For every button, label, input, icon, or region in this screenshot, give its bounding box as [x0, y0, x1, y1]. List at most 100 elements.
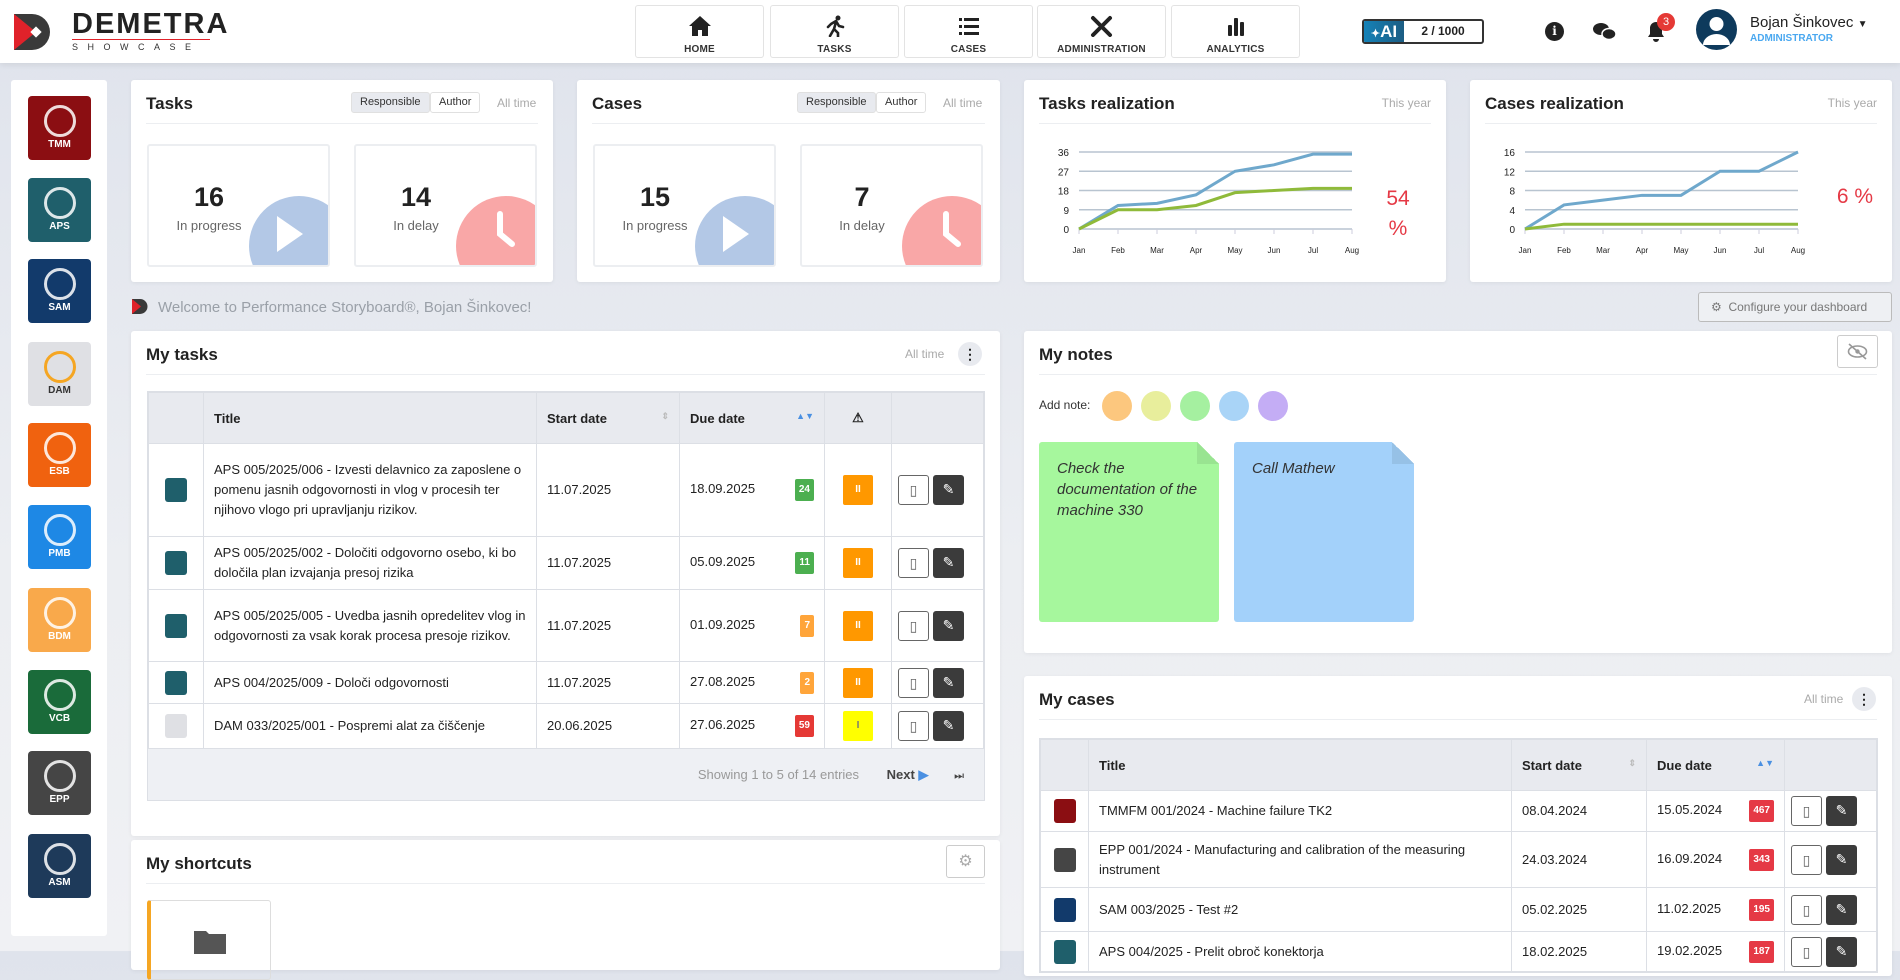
col-start-date[interactable]: Start date⇕	[537, 393, 680, 444]
app-epp[interactable]: EPP	[28, 751, 91, 815]
edit-icon[interactable]: ✎	[933, 711, 964, 741]
notification-badge: 3	[1657, 13, 1675, 31]
brand-sub: SHOWCASE	[72, 42, 201, 52]
clipboard-icon[interactable]: ▯	[898, 711, 929, 741]
filter-responsible[interactable]: Responsible	[797, 92, 876, 113]
next-page-button[interactable]: Next ▶	[887, 767, 929, 782]
due-date: 05.09.2025	[690, 554, 755, 569]
table-row[interactable]: APS 005/2025/005 - Uvedba jasnih opredel…	[149, 590, 984, 662]
add-note-color-0[interactable]	[1102, 391, 1132, 421]
col-label: Due date	[690, 411, 745, 426]
col-title[interactable]: Title	[204, 393, 537, 444]
edit-icon[interactable]: ✎	[933, 668, 964, 698]
nav-home[interactable]: HOME	[635, 5, 764, 58]
shortcut-tile[interactable]	[147, 900, 271, 980]
clipboard-icon[interactable]: ▯	[1791, 937, 1822, 967]
configure-label: Configure your dashboard	[1728, 300, 1867, 314]
shortcut-settings-gear-icon[interactable]: ⚙	[946, 845, 985, 878]
app-sam[interactable]: SAM	[28, 259, 91, 323]
add-note-color-4[interactable]	[1258, 391, 1288, 421]
task-title[interactable]: APS 005/2025/006 - Izvesti delavnico za …	[204, 444, 537, 537]
clipboard-icon[interactable]: ▯	[898, 668, 929, 698]
hide-notes-button[interactable]	[1837, 335, 1878, 368]
edit-icon[interactable]: ✎	[1826, 895, 1857, 925]
nav-tasks[interactable]: TASKS	[770, 5, 899, 58]
clipboard-icon[interactable]: ▯	[1791, 845, 1822, 875]
add-note-color-1[interactable]	[1141, 391, 1171, 421]
in-delay-label: In delay	[802, 218, 922, 233]
task-title[interactable]: APS 004/2025/009 - Določi odgovornosti	[204, 662, 537, 704]
app-vcb[interactable]: VCB	[28, 670, 91, 734]
warning-cell: I	[825, 704, 892, 749]
nav-administration[interactable]: ADMINISTRATION	[1037, 5, 1166, 58]
more-options-icon[interactable]: ⋮	[1852, 687, 1876, 711]
chat-icon[interactable]	[1592, 21, 1618, 43]
col-start-date[interactable]: Start date⇕	[1512, 740, 1647, 791]
more-options-icon[interactable]: ⋮	[958, 342, 982, 366]
app-bdm[interactable]: BDM	[28, 588, 91, 652]
last-page-icon[interactable]: ⏭	[954, 770, 964, 782]
aps-app-icon	[165, 551, 187, 575]
edit-icon[interactable]: ✎	[933, 475, 964, 505]
col-due-date[interactable]: Due date▲▼	[1647, 740, 1785, 791]
app-pmb[interactable]: PMB	[28, 505, 91, 569]
app-tmm[interactable]: TMM	[28, 96, 91, 160]
task-title[interactable]: DAM 033/2025/001 - Pospremi alat za čišč…	[204, 704, 537, 749]
case-title[interactable]: SAM 003/2025 - Test #2	[1089, 888, 1512, 932]
app-asm[interactable]: ASM	[28, 834, 91, 898]
col-warning[interactable]: ⚠	[825, 393, 892, 444]
clipboard-icon[interactable]: ▯	[898, 548, 929, 578]
clipboard-icon[interactable]: ▯	[898, 611, 929, 641]
edit-icon[interactable]: ✎	[1826, 937, 1857, 967]
my-tasks-table: Title Start date⇕ Due date▲▼ ⚠ APS 005/2…	[148, 392, 984, 749]
card-title: My shortcuts	[146, 854, 252, 874]
sticky-note[interactable]: Check the documentation of the machine 3…	[1039, 442, 1219, 622]
case-title[interactable]: TMMFM 001/2024 - Machine failure TK2	[1089, 791, 1512, 832]
table-row[interactable]: DAM 033/2025/001 - Pospremi alat za čišč…	[149, 704, 984, 749]
nav-cases[interactable]: CASES	[904, 5, 1033, 58]
add-note-color-2[interactable]	[1180, 391, 1210, 421]
sticky-note[interactable]: Call Mathew	[1234, 442, 1414, 622]
configure-dashboard-button[interactable]: ⚙ Configure your dashboard	[1698, 292, 1892, 322]
filter-responsible[interactable]: Responsible	[351, 92, 430, 113]
case-title[interactable]: EPP 001/2024 - Manufacturing and calibra…	[1089, 832, 1512, 888]
edit-icon[interactable]: ✎	[1826, 845, 1857, 875]
col-due-date[interactable]: Due date▲▼	[680, 393, 825, 444]
info-icon[interactable]: i	[1545, 22, 1564, 41]
case-title[interactable]: APS 004/2025 - Prelit obroč konektorja	[1089, 932, 1512, 972]
app-esb[interactable]: ESB	[28, 423, 91, 487]
edit-icon[interactable]: ✎	[1826, 796, 1857, 826]
edit-icon[interactable]: ✎	[933, 548, 964, 578]
due-date: 16.09.2024	[1657, 851, 1722, 866]
clipboard-icon[interactable]: ▯	[1791, 796, 1822, 826]
table-row[interactable]: APS 005/2025/006 - Izvesti delavnico za …	[149, 444, 984, 537]
filter-author[interactable]: Author	[876, 92, 926, 113]
app-aps[interactable]: APS	[28, 178, 91, 242]
filter-author[interactable]: Author	[430, 92, 480, 113]
avatar[interactable]	[1696, 9, 1737, 50]
task-title[interactable]: APS 005/2025/002 - Določiti odgovorno os…	[204, 537, 537, 590]
clipboard-icon[interactable]: ▯	[898, 475, 929, 505]
edit-icon[interactable]: ✎	[933, 611, 964, 641]
task-title[interactable]: APS 005/2025/005 - Uvedba jasnih opredel…	[204, 590, 537, 662]
table-row[interactable]: EPP 001/2024 - Manufacturing and calibra…	[1041, 832, 1877, 888]
demetra-logo-icon[interactable]	[12, 12, 52, 52]
add-note-label: Add note:	[1039, 398, 1090, 412]
app-dam[interactable]: DAM	[28, 342, 91, 406]
table-row[interactable]: APS 005/2025/002 - Določiti odgovorno os…	[149, 537, 984, 590]
col-title[interactable]: Title	[1089, 740, 1512, 791]
ai-usage-badge[interactable]: ✦AI 2 / 1000	[1362, 19, 1484, 44]
add-note-color-3[interactable]	[1219, 391, 1249, 421]
nav-analytics[interactable]: ANALYTICS	[1171, 5, 1300, 58]
user-name[interactable]: Bojan Šinkovec ▼	[1750, 14, 1867, 31]
days-badge: 59	[795, 715, 814, 737]
clipboard-icon[interactable]: ▯	[1791, 895, 1822, 925]
